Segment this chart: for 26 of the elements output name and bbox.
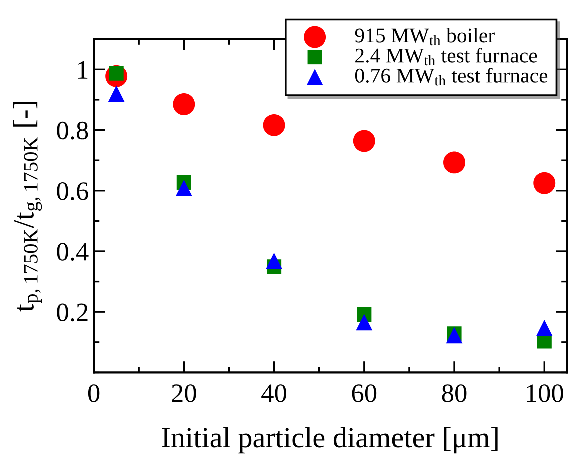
y-tick-label: 0.2: [57, 304, 88, 322]
y-axis-title: t$_{p,1750K}$/t$_{g,1750K}$ [-]: [13, 102, 42, 312]
y-tick-label: 0.8: [57, 122, 88, 140]
point: [176, 180, 192, 196]
y-tick-label: 1: [78, 61, 88, 79]
point: [534, 172, 556, 194]
legend-label: 0.76 MW$_{th}$ test furnace: [355, 68, 548, 86]
point: [108, 86, 125, 102]
legend-label: 915 MW$_{th}$ boiler: [355, 28, 495, 46]
point: [356, 314, 373, 331]
x-tick-label: 60: [352, 384, 377, 402]
point: [173, 94, 196, 116]
point: [444, 152, 466, 174]
legend-label: 2.4 MW$_{th}$ test furnace: [356, 48, 538, 66]
y-tick-label: 0.6: [57, 182, 88, 200]
x-tick-label: 100: [527, 384, 564, 402]
point: [536, 320, 553, 336]
x-tick-label: 0: [88, 384, 100, 402]
x-tick-label: 20: [172, 384, 196, 402]
x-tick-label: 80: [442, 384, 467, 402]
point: [263, 114, 286, 136]
x-axis-title: Initial particle diameter [μm]: [162, 427, 498, 454]
x-tick-label: 40: [262, 384, 286, 402]
y-tick-label: 0.4: [57, 243, 89, 262]
point: [353, 130, 376, 152]
point: [266, 252, 282, 270]
